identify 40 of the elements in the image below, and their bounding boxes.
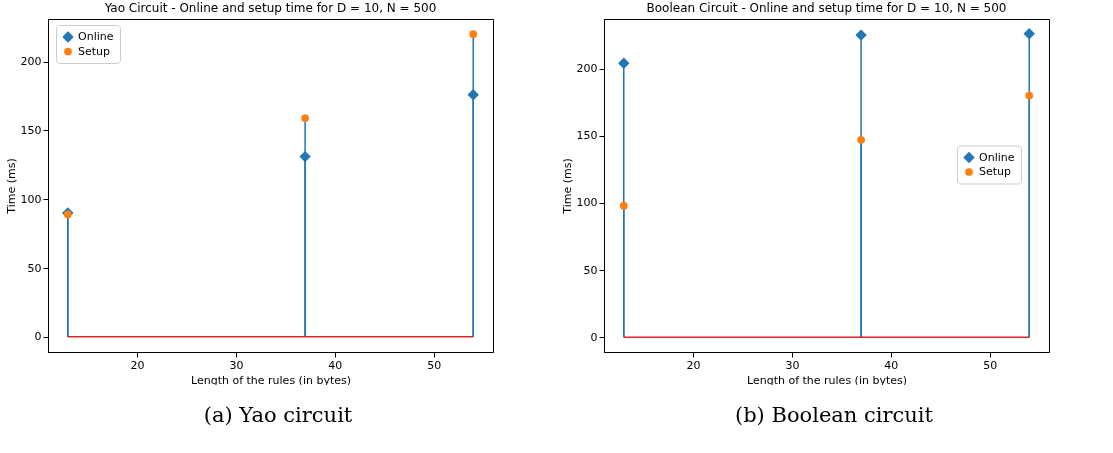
y-axis-title: Time (ms) xyxy=(560,158,574,215)
y-tick-label: 150 xyxy=(20,123,42,137)
x-axis-title: Length of the rules (in bytes) xyxy=(746,373,908,387)
y-tick-label: 50 xyxy=(583,263,598,277)
x-tick-label: 50 xyxy=(427,358,442,372)
chart-title: Boolean Circuit - Online and setup time for D = 10, N = 500 xyxy=(646,1,1007,15)
x-tick-label: 20 xyxy=(686,358,701,372)
x-axis-title: Length of the rules (in bytes) xyxy=(190,373,352,387)
y-tick-label: 200 xyxy=(20,55,42,69)
x-tick-label: 40 xyxy=(328,358,343,372)
y-tick-label: 0 xyxy=(34,330,42,344)
x-tick-label: 30 xyxy=(785,358,800,372)
legend-label: Online xyxy=(979,150,1015,164)
x-tick-label: 50 xyxy=(983,358,998,372)
point xyxy=(618,57,630,70)
point xyxy=(299,150,311,163)
chart-title: Yao Circuit - Online and setup time for D = 10, N = 500 xyxy=(103,1,437,15)
legend-label: Setup xyxy=(78,44,111,58)
text: (a) Yao circuit xyxy=(202,403,354,427)
legend-label: Setup xyxy=(979,165,1012,178)
x-tick-label: 30 xyxy=(229,358,244,372)
point xyxy=(301,114,309,122)
point xyxy=(857,135,865,144)
y-tick-label: 100 xyxy=(20,192,42,206)
text: (b) Boolean circuit xyxy=(733,403,934,427)
point xyxy=(619,201,628,210)
y-axis-title: Time (ms) xyxy=(4,158,18,215)
x-tick-label: 40 xyxy=(884,358,899,372)
point xyxy=(855,29,867,41)
point xyxy=(1023,28,1035,40)
point xyxy=(467,88,479,101)
y-tick-label: 200 xyxy=(576,62,598,76)
y-tick-label: 100 xyxy=(576,196,598,210)
y-tick-label: 150 xyxy=(576,129,598,143)
legend-label: Online xyxy=(78,30,114,43)
x-tick-label: 20 xyxy=(130,358,145,372)
y-tick-label: 0 xyxy=(590,330,598,344)
y-tick-label: 50 xyxy=(27,261,42,275)
point xyxy=(1025,91,1034,100)
point xyxy=(469,30,478,38)
